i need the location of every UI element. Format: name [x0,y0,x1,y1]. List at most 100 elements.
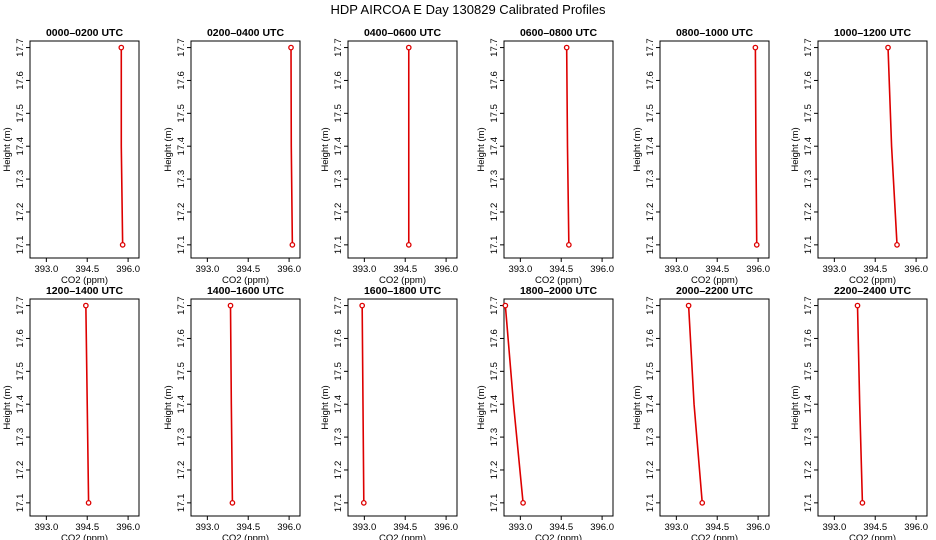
x-axis-label: CO2 (ppm) [379,275,426,286]
y-tick-label: 17.2 [803,203,814,222]
x-tick-label: 393.0 [34,264,58,275]
y-tick-label: 17.1 [333,236,344,255]
y-tick-label: 17.6 [645,71,656,90]
x-tick-label: 393.0 [508,522,532,533]
x-tick-label: 394.5 [75,264,99,275]
y-tick-label: 17.1 [333,494,344,513]
y-tick-label: 17.2 [489,203,500,222]
x-tick-label: 394.5 [549,522,573,533]
y-tick-label: 17.3 [15,170,26,189]
profile-point [118,44,125,51]
profile-point [119,241,126,248]
y-tick-label: 17.7 [176,38,187,57]
y-tick-label: 17.6 [803,71,814,90]
y-tick-label: 17.2 [333,461,344,480]
profile-line [290,47,294,245]
plot-frame [817,40,928,259]
y-tick-label: 17.4 [803,395,814,414]
y-axis-label: Height (m) [2,127,13,171]
x-tick-label: 394.5 [236,522,260,533]
y-tick-label: 17.7 [15,38,26,57]
y-axis-label: Height (m) [320,127,331,171]
panel-title: 1800–2000 UTC [520,285,597,297]
panel-3: 0400–0600 UTC 393.0 394.5 396.0 17.1 17.2 17.3… [320,27,458,286]
panels: 0000–0200 UTC 393.0 394.5 396.0 17.1 17.2 17.3… [2,27,928,540]
profile-point [685,302,692,309]
profile-point [520,499,526,506]
y-tick-label: 17.3 [176,170,187,189]
x-tick-label: 393.0 [34,522,58,533]
y-axis-label: Height (m) [632,385,643,429]
profile-point [83,302,89,309]
y-tick-label: 17.4 [803,137,814,156]
x-tick-label: 393.0 [822,264,846,275]
profile-line [85,305,90,503]
profile-line [229,305,234,503]
y-axis-label: Height (m) [476,127,487,171]
y-tick-label: 17.1 [489,236,500,255]
y-tick-label: 17.1 [15,236,26,255]
profile-point [563,44,570,51]
y-tick-label: 17.4 [176,137,187,156]
y-tick-label: 17.7 [333,296,344,315]
plot-frame [659,298,770,517]
panel-7: 1200–1400 UTC 393.0 394.5 396.0 17.1 17.2 17.3… [2,285,140,540]
x-tick-label: 394.5 [393,522,417,533]
y-tick-label: 17.5 [645,362,656,381]
y-tick-label: 17.7 [15,296,26,315]
x-tick-label: 396.0 [746,264,770,275]
panel-title: 0200–0400 UTC [207,27,284,39]
figure-title: HDP AIRCOA E Day 130829 Calibrated Profi… [330,2,606,17]
profile-line [504,305,524,503]
y-tick-label: 17.1 [645,494,656,513]
y-tick-label: 17.4 [645,137,656,156]
panel-2: 0200–0400 UTC 393.0 394.5 396.0 17.1 17.2 17.3… [163,27,301,286]
y-tick-label: 17.1 [176,494,187,513]
y-tick-label: 17.2 [15,203,26,222]
x-tick-label: 394.5 [863,522,887,533]
panel-title: 0600–0800 UTC [520,27,597,39]
plot-frame [29,40,140,259]
y-axis-label: Height (m) [163,385,174,429]
y-tick-label: 17.5 [333,362,344,381]
x-tick-label: 396.0 [116,264,140,275]
y-tick-label: 17.5 [803,104,814,123]
y-tick-label: 17.3 [15,428,26,447]
x-axis-label: CO2 (ppm) [849,275,896,286]
y-axis-label: Height (m) [163,127,174,171]
y-tick-label: 17.5 [333,104,344,123]
profile-line [856,305,864,503]
profile-point [288,44,294,51]
x-axis-label: CO2 (ppm) [379,533,426,540]
x-tick-label: 393.0 [822,522,846,533]
y-tick-label: 17.6 [176,71,187,90]
y-tick-label: 17.7 [176,296,187,315]
x-tick-label: 394.5 [549,264,573,275]
y-tick-label: 17.5 [645,104,656,123]
y-tick-label: 17.2 [645,461,656,480]
y-tick-label: 17.1 [15,494,26,513]
y-tick-label: 17.2 [333,203,344,222]
y-tick-label: 17.2 [176,203,187,222]
y-tick-label: 17.4 [176,395,187,414]
profile-line [687,305,704,503]
y-tick-label: 17.2 [489,461,500,480]
y-tick-label: 17.5 [176,362,187,381]
y-axis-label: Height (m) [632,127,643,171]
profile-point [859,499,866,506]
plot-frame [347,298,458,517]
x-tick-label: 393.0 [352,522,376,533]
x-axis-label: CO2 (ppm) [849,533,896,540]
y-tick-label: 17.7 [489,296,500,315]
y-tick-label: 17.3 [803,428,814,447]
profile-point [229,499,236,506]
y-tick-label: 17.6 [333,71,344,90]
y-tick-label: 17.5 [803,362,814,381]
profile-point [289,241,296,248]
x-axis-label: CO2 (ppm) [535,275,582,286]
y-tick-label: 17.7 [489,38,500,57]
y-tick-label: 17.4 [15,137,26,156]
x-tick-label: 394.5 [236,264,260,275]
profile-line [120,47,124,245]
y-tick-label: 17.3 [333,428,344,447]
